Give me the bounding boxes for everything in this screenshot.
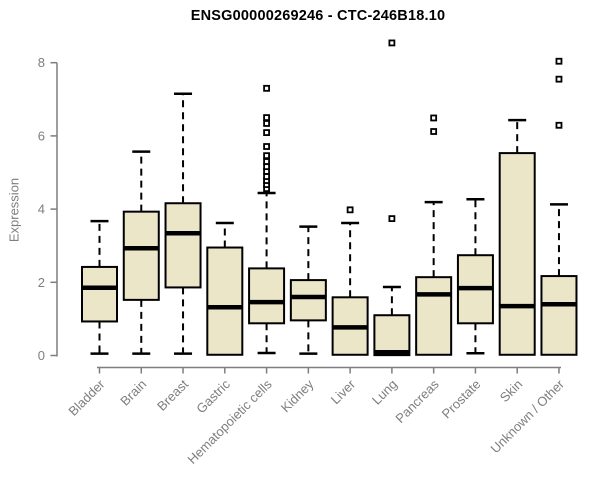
y-tick-label: 0 xyxy=(38,348,45,363)
iqr-box xyxy=(248,267,286,325)
iqr-box xyxy=(498,152,536,356)
x-tick-label: Brain xyxy=(117,377,149,409)
x-tick-label: Kidney xyxy=(278,376,317,415)
box-hematopoietic-cells xyxy=(248,84,286,355)
iqr-box xyxy=(122,210,160,301)
y-tick-label: 4 xyxy=(38,202,45,217)
x-tick-label: Gastric xyxy=(193,376,233,416)
box-gastric xyxy=(206,221,244,356)
outlier-point xyxy=(263,152,270,160)
x-tick-label: Unknown / Other xyxy=(488,376,568,456)
x-tick-label: Pancreas xyxy=(392,376,442,426)
box-liver xyxy=(331,206,369,356)
x-tick-label: Breast xyxy=(154,376,191,413)
outlier-point xyxy=(263,158,270,165)
iqr-box xyxy=(540,275,578,356)
box-lung xyxy=(373,39,411,357)
outlier-point xyxy=(430,128,438,135)
iqr-box xyxy=(164,202,202,289)
chart-title: ENSG00000269246 - CTC-246B18.10 xyxy=(190,8,446,24)
box-pancreas xyxy=(415,114,453,356)
x-tick-label: Liver xyxy=(328,376,359,407)
outlier-point xyxy=(263,143,270,150)
outlier-point xyxy=(555,75,563,83)
outlier-point xyxy=(263,84,270,92)
iqr-box xyxy=(373,314,411,357)
outlier-point xyxy=(555,57,563,65)
iqr-box xyxy=(415,276,453,356)
x-tick-label: Prostate xyxy=(439,377,484,422)
box-breast xyxy=(164,92,202,355)
iqr-box xyxy=(206,246,244,356)
x-tick-label: Bladder xyxy=(65,376,108,419)
outlier-point xyxy=(555,121,563,129)
outlier-point xyxy=(388,215,396,223)
y-tick-label: 8 xyxy=(38,55,45,70)
y-tick-label: 2 xyxy=(38,275,45,290)
x-tick-label: Skin xyxy=(497,377,525,405)
outlier-point xyxy=(263,129,270,137)
x-tick-label: Lung xyxy=(369,377,400,408)
outlier-point xyxy=(263,120,270,127)
box-unknown-other xyxy=(540,57,578,356)
box-skin xyxy=(498,118,536,356)
box-brain xyxy=(122,150,160,355)
outlier-point xyxy=(263,114,270,121)
box-prostate xyxy=(456,197,494,355)
outlier-point xyxy=(430,114,438,122)
box-kidney xyxy=(289,225,327,355)
y-tick-label: 6 xyxy=(38,128,45,143)
outlier-point xyxy=(346,206,354,214)
box-bladder xyxy=(81,219,118,355)
iqr-box xyxy=(289,279,327,322)
iqr-box xyxy=(81,265,118,323)
outlier-point xyxy=(388,39,396,47)
